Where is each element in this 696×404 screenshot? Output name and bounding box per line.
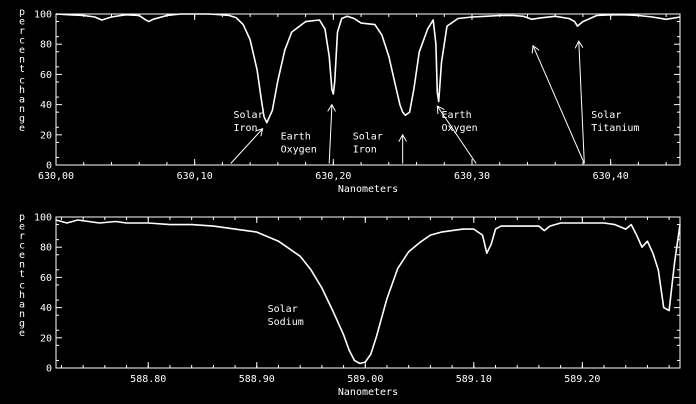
annotation-label: Sodium bbox=[268, 317, 304, 328]
annotation-label: Solar bbox=[353, 131, 383, 142]
x-tick-label: 588.90 bbox=[239, 374, 275, 385]
annotation-label: Iron bbox=[353, 144, 377, 155]
annotation-label: Solar bbox=[233, 110, 263, 121]
y-tick-label: 80 bbox=[40, 243, 52, 254]
annotation-label: Solar bbox=[591, 110, 621, 121]
x-tick-label: 630,00 bbox=[38, 171, 74, 182]
y-tick-label: 60 bbox=[40, 273, 52, 284]
annotation-label: Solar bbox=[268, 304, 298, 315]
y-tick-label: 40 bbox=[40, 303, 52, 314]
plot-frame bbox=[55, 13, 681, 166]
plot-frame bbox=[55, 216, 681, 369]
chart-panel-2: 0 20 40 60 80 100 588.80 588.90 589.00 589.10 589.… bbox=[19, 212, 681, 398]
y-axis-label: p e r c e n tc h a n g e bbox=[19, 7, 25, 134]
annotation-label: Oxygen bbox=[281, 144, 317, 155]
x-axis-label: Nanometers bbox=[338, 184, 398, 195]
x-tick-label: 589.20 bbox=[564, 374, 600, 385]
annotation-label: Titanium bbox=[591, 123, 639, 134]
y-tick-label: 60 bbox=[40, 70, 52, 81]
annotation-arrow bbox=[230, 129, 263, 164]
annotation-arrow bbox=[329, 105, 332, 164]
y-tick-label: 0 bbox=[46, 364, 52, 375]
x-tick-label: 588.80 bbox=[130, 374, 166, 385]
x-tick-label: 630,10 bbox=[177, 171, 213, 182]
y-tick-label: 0 bbox=[46, 161, 52, 172]
y-tick-label: 20 bbox=[40, 333, 52, 344]
series-line bbox=[55, 219, 681, 365]
x-tick-label: 589.00 bbox=[347, 374, 383, 385]
annotation-label: Iron bbox=[233, 123, 257, 134]
x-tick-label: 630,20 bbox=[315, 171, 351, 182]
y-tick-label: 20 bbox=[40, 130, 52, 141]
chart-panel-1: 0 20 40 60 80 100 630,00 630,10 630,20 630,30 630,… bbox=[19, 7, 681, 195]
x-axis-label: Nanometers bbox=[338, 387, 398, 398]
annotation-label: Earth bbox=[441, 110, 471, 121]
y-tick-label: 100 bbox=[34, 10, 52, 21]
y-tick-label: 40 bbox=[40, 100, 52, 111]
y-tick-label: 80 bbox=[40, 40, 52, 51]
x-tick-label: 630,40 bbox=[593, 171, 629, 182]
annotation-arrow bbox=[437, 106, 477, 164]
annotation-label: Oxygen bbox=[441, 123, 477, 134]
x-tick-label: 589.10 bbox=[456, 374, 492, 385]
y-axis-label: p e r c e n tc h a n g e bbox=[19, 212, 25, 339]
annotation-label: Earth bbox=[281, 131, 311, 142]
y-tick-label: 100 bbox=[34, 213, 52, 224]
x-tick-label: 630,30 bbox=[454, 171, 490, 182]
annotation-arrow bbox=[579, 41, 585, 164]
annotation-arrow bbox=[533, 46, 585, 164]
series-line bbox=[55, 13, 681, 124]
